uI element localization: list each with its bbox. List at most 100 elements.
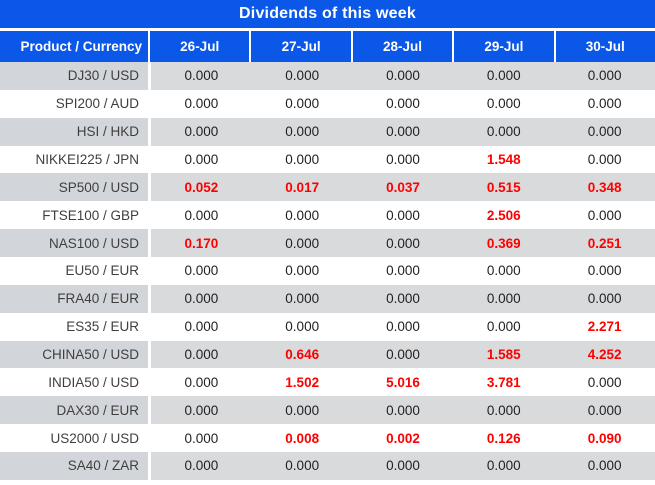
column-header-30-jul: 30-Jul [555,31,655,62]
value-cell: 0.000 [587,68,622,84]
column-header-29-jul: 29-Jul [454,31,554,62]
product-cell: SPI200 / AUD [0,89,148,118]
value-cell: 0.000 [486,68,521,84]
row-values: 0.170 0.000 0.000 0.369 0.251 [151,229,655,258]
value-cell: 1.585 [486,347,521,363]
value-cell: 5.016 [386,374,420,390]
value-cell: 0.000 [386,68,420,84]
value-cell: 0.000 [386,458,420,474]
value-cell: 0.000 [285,96,320,112]
product-cell: FRA40 / EUR [0,284,148,313]
title-divider [0,28,655,31]
table-row: ES35 / EUR 0.000 0.000 0.000 0.000 2.271 [0,312,655,341]
value-cell: 0.000 [486,96,521,112]
value-cell: 0.000 [184,347,219,363]
table-row: FRA40 / EUR 0.000 0.000 0.000 0.000 0.000 [0,284,655,313]
value-cell: 0.000 [184,402,219,418]
value-cell: 4.252 [587,347,622,363]
value-cell: 0.000 [587,291,622,307]
value-cell: 0.000 [285,152,320,167]
table-row: US2000 / USD 0.000 0.008 0.002 0.126 0.090 [0,424,655,453]
product-cell: INDIA50 / USD [0,368,148,397]
value-cell: 0.017 [285,179,320,195]
value-cell: 0.000 [285,402,320,418]
table-row: INDIA50 / USD 0.000 1.502 5.016 3.781 0.000 [0,368,655,397]
value-cell: 0.052 [184,179,219,195]
value-cell: 0.000 [285,68,320,84]
product-cell: HSI / HKD [0,117,148,146]
row-values: 0.000 0.000 0.000 0.000 0.000 [151,117,655,146]
table-row: FTSE100 / GBP 0.000 0.000 0.000 2.506 0.000 [0,201,655,230]
value-cell: 0.000 [386,291,420,307]
row-values: 0.000 0.008 0.002 0.126 0.090 [151,424,655,453]
value-cell: 0.000 [184,96,219,112]
value-cell: 0.126 [486,430,521,446]
table-header-row: Product / Currency 26-Jul 27-Jul 28-Jul 29-… [0,31,655,62]
value-cell: 0.000 [184,291,219,307]
value-cell: 0.000 [587,96,622,112]
value-cell: 0.000 [486,319,521,335]
value-cell: 0.000 [386,235,420,251]
value-cell: 0.000 [184,263,219,279]
value-cell: 0.000 [386,347,420,363]
value-cell: 0.090 [587,430,622,446]
value-cell: 0.000 [184,458,219,474]
widget-title: Dividends of this week [239,5,416,22]
value-cell: 0.000 [587,263,622,279]
table-row: DAX30 / EUR 0.000 0.000 0.000 0.000 0.000 [0,396,655,425]
value-cell: 0.002 [386,430,420,446]
value-cell: 0.000 [386,96,420,112]
value-cell: 0.000 [386,402,420,418]
value-cell: 0.000 [386,152,420,167]
value-cell: 0.000 [184,68,219,84]
value-cell: 0.000 [587,207,622,223]
product-cell: NIKKEI225 / JPN [0,145,148,174]
value-cell: 0.000 [486,291,521,307]
value-cell: 0.000 [184,374,219,390]
value-cell: 0.000 [587,374,622,390]
column-header-28-jul: 28-Jul [352,31,453,62]
table-row: SPI200 / AUD 0.000 0.000 0.000 0.000 0.000 [0,89,655,118]
value-cell: 0.000 [184,124,219,140]
product-cell: NAS100 / USD [0,229,148,258]
value-cell: 1.548 [486,152,521,167]
value-cell: 0.348 [587,179,622,195]
row-values: 0.000 0.000 0.000 0.000 0.000 [151,284,655,313]
product-cell: DJ30 / USD [0,62,148,90]
product-cell: EU50 / EUR [0,257,148,285]
value-cell: 0.008 [285,430,320,446]
row-values: 0.000 0.000 0.000 0.000 0.000 [151,452,655,480]
value-cell: 0.000 [486,402,521,418]
product-cell: CHINA50 / USD [0,340,148,369]
value-cell: 0.000 [386,207,420,223]
table-row: SA40 / ZAR 0.000 0.000 0.000 0.000 0.000 [0,452,655,480]
row-values: 0.000 0.000 0.000 0.000 2.271 [151,312,655,341]
value-cell: 1.502 [285,374,320,390]
value-cell: 0.000 [285,235,320,251]
value-cell: 0.170 [184,235,219,251]
value-cell: 0.037 [386,179,420,195]
value-cell: 0.000 [486,263,521,279]
row-values: 0.000 0.000 0.000 1.548 0.000 [151,145,655,174]
table-row: HSI / HKD 0.000 0.000 0.000 0.000 0.000 [0,117,655,146]
row-values: 0.052 0.017 0.037 0.515 0.348 [151,173,655,202]
table-row: CHINA50 / USD 0.000 0.646 0.000 1.585 4.252 [0,340,655,369]
product-cell: FTSE100 / GBP [0,201,148,230]
value-cell: 0.000 [184,319,219,335]
value-cell: 0.000 [386,263,420,279]
value-cell: 0.000 [184,430,219,446]
value-cell: 0.000 [587,152,622,167]
table-row: EU50 / EUR 0.000 0.000 0.000 0.000 0.000 [0,257,655,285]
row-values: 0.000 0.000 0.000 0.000 0.000 [151,62,655,90]
value-cell: 0.000 [587,458,622,474]
value-cell: 0.646 [285,347,320,363]
value-cell: 2.271 [587,319,622,335]
value-cell: 0.000 [285,263,320,279]
product-cell: ES35 / EUR [0,312,148,341]
value-cell: 0.000 [587,124,622,140]
value-cell: 0.000 [486,124,521,140]
column-header-26-jul: 26-Jul [150,31,250,62]
column-header-27-jul: 27-Jul [251,31,351,62]
row-values: 0.000 1.502 5.016 3.781 0.000 [151,368,655,397]
